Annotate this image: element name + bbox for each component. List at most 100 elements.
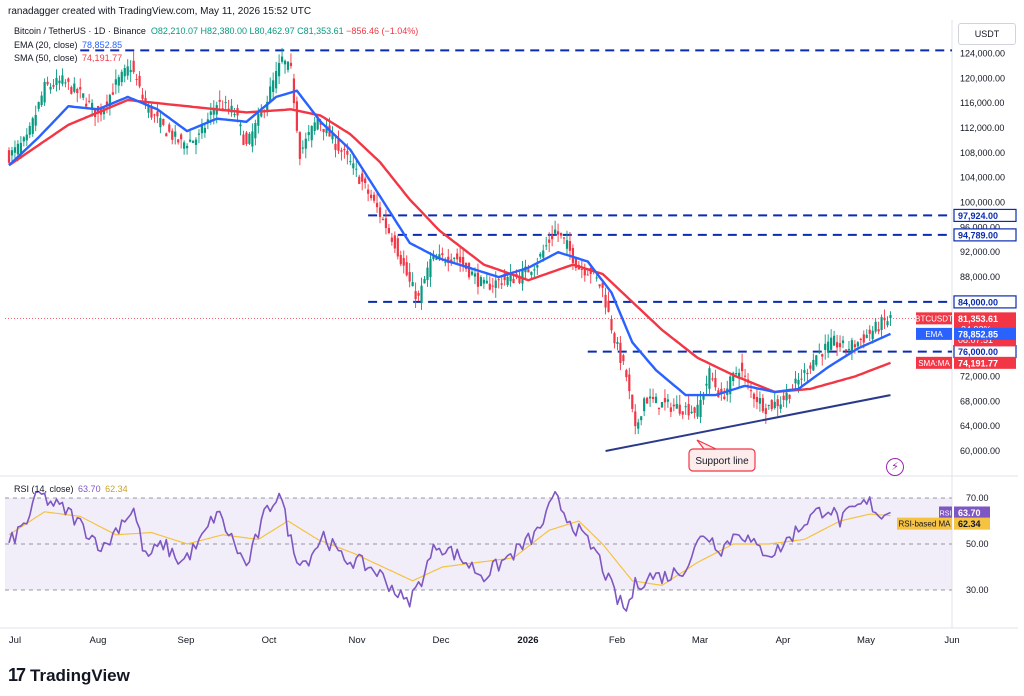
- candle-body: [619, 342, 622, 363]
- lightning-alert-icon[interactable]: ⚡: [886, 458, 904, 476]
- candle-body: [88, 100, 91, 102]
- candle-body: [37, 102, 40, 109]
- candle-body: [349, 161, 352, 163]
- candle-body: [58, 80, 61, 84]
- currency-button[interactable]: USDT: [958, 23, 1016, 45]
- candle-body: [49, 86, 52, 90]
- rsi-ma-line[interactable]: [8, 511, 891, 586]
- candle-body: [497, 279, 500, 281]
- candle-body: [417, 292, 420, 296]
- symbol-title: Bitcoin / TetherUS · 1D · Binance: [14, 26, 146, 36]
- candle-body: [503, 273, 506, 281]
- rsi-ma-tag-name: RSI-based MA: [898, 520, 951, 529]
- candle-body: [384, 218, 388, 229]
- candle-body: [586, 274, 589, 276]
- candle-body: [643, 398, 646, 412]
- candle-body: [114, 79, 117, 85]
- candle-body: [147, 106, 150, 113]
- candle-body: [85, 103, 88, 107]
- candle-body: [331, 132, 334, 140]
- level-tag-box: [953, 228, 1017, 242]
- rsi-ma-tag-box: [954, 517, 990, 530]
- candle-body: [565, 240, 569, 249]
- candle-body: [551, 234, 554, 240]
- sma50-line[interactable]: [8, 98, 891, 394]
- candle-body: [610, 318, 613, 331]
- rsi-tick-label: 70.00: [966, 493, 989, 503]
- candle-body: [141, 94, 144, 99]
- candle-body: [171, 130, 174, 140]
- time-tick-label: May: [857, 635, 875, 646]
- price-tick-label: 124,000.00: [960, 48, 1005, 58]
- rsi-tick-label: 30.00: [966, 585, 989, 595]
- candle-body: [536, 265, 539, 268]
- candle-body: [203, 127, 206, 133]
- candle-body: [877, 329, 880, 332]
- candle-body: [105, 101, 109, 107]
- price-tag-value: 74,191.77: [958, 358, 998, 368]
- candle-body: [657, 407, 661, 410]
- candle-body: [304, 138, 307, 149]
- candle-body: [43, 82, 46, 103]
- candle-body: [197, 133, 201, 135]
- price-tag-box: [954, 327, 1016, 340]
- sma-legend[interactable]: SMA (50, close) 74,191.77: [14, 53, 122, 63]
- candle-body: [732, 372, 735, 382]
- candle-body: [352, 163, 355, 169]
- low-value: L80,462.97: [249, 26, 295, 36]
- candle-body: [108, 94, 112, 107]
- candle-body: [833, 335, 836, 346]
- candle-body: [761, 398, 764, 412]
- candle-body: [758, 398, 762, 404]
- candle-body: [307, 132, 310, 136]
- candle-body: [396, 238, 399, 257]
- candle-body: [91, 102, 94, 108]
- candle-body: [847, 348, 851, 351]
- ema-legend[interactable]: EMA (20, close) 78,852.85: [14, 40, 122, 50]
- rsi-ma-tag-name-box: [897, 517, 952, 530]
- ema20-line[interactable]: [8, 89, 891, 397]
- candle-body: [841, 340, 845, 344]
- candle-body: [735, 373, 738, 375]
- candle-body: [785, 392, 788, 401]
- candle-body: [856, 342, 859, 347]
- candle-body: [862, 334, 865, 343]
- candle-body: [132, 60, 135, 73]
- candle-body: [705, 383, 708, 386]
- candle-body: [218, 99, 221, 102]
- candle-body: [61, 75, 64, 84]
- candle-body: [696, 404, 699, 417]
- candle-body: [135, 78, 138, 81]
- candle-body: [230, 105, 233, 113]
- price-tick-label: 112,000.00: [960, 123, 1004, 133]
- sma-legend-value: 74,191.77: [82, 53, 123, 63]
- candle-body: [313, 122, 316, 131]
- candle-body: [254, 122, 257, 139]
- candle-body: [126, 66, 129, 76]
- rsi-legend[interactable]: RSI (14, close) 63.70 62.34: [14, 484, 128, 494]
- candle-body: [654, 396, 658, 404]
- candle-body: [441, 253, 444, 256]
- level-tag-label: 84,000.00: [958, 297, 998, 307]
- candle-body: [663, 398, 667, 403]
- candle-body: [79, 87, 82, 90]
- price-tag-name: SMA:MA: [918, 359, 950, 368]
- rsi-line[interactable]: [8, 490, 891, 612]
- rsi-tag-value: 63.70: [958, 508, 981, 518]
- candle-body: [13, 147, 17, 153]
- symbol-legend: Bitcoin / TetherUS · 1D · Binance O82,21…: [14, 26, 418, 36]
- candle-body: [809, 365, 812, 369]
- price-tag-name-box: [916, 312, 952, 325]
- support-trendline[interactable]: [605, 394, 891, 452]
- time-tick-label: Aug: [90, 635, 107, 646]
- candle-body: [408, 271, 411, 282]
- candle-body: [177, 139, 180, 143]
- candle-body: [295, 101, 298, 131]
- candle-body: [120, 71, 123, 83]
- candle-body: [343, 148, 346, 151]
- candle-body: [827, 341, 830, 353]
- candle-body: [690, 411, 693, 414]
- candle-body: [883, 317, 886, 321]
- candle-body: [764, 408, 767, 415]
